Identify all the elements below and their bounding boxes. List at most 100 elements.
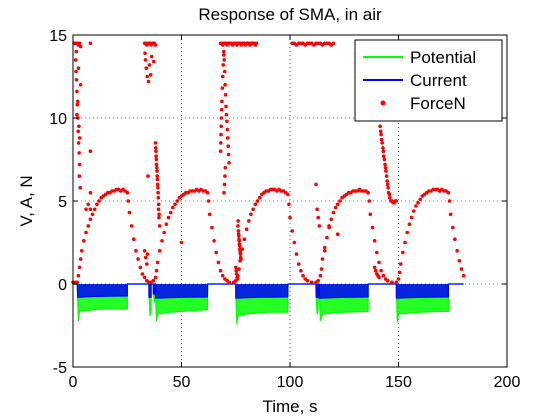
series-forcen-point xyxy=(84,230,88,235)
series-forcen-point xyxy=(158,249,162,253)
series-forcen-point xyxy=(318,273,323,278)
series-forcen-point xyxy=(453,237,457,241)
series-forcen-point xyxy=(86,202,90,207)
series-forcen-point xyxy=(88,41,93,46)
series-forcen-point xyxy=(156,207,161,212)
series-forcen-point xyxy=(305,278,310,283)
series-forcen-point xyxy=(385,179,390,183)
series-forcen-point xyxy=(148,73,153,77)
series-forcen-point xyxy=(288,215,292,220)
series-forcen-point xyxy=(325,235,329,240)
series-forcen-point xyxy=(155,169,159,173)
series-forcen-point xyxy=(222,53,226,57)
series-forcen-point xyxy=(77,162,82,167)
series-forcen-point xyxy=(175,199,179,203)
series-forcen-point xyxy=(219,132,223,137)
series-forcen-point xyxy=(314,182,318,187)
series-forcen-point xyxy=(166,215,171,220)
series-forcen-point xyxy=(156,185,160,190)
series-forcen-point xyxy=(254,41,259,46)
series-forcen-point xyxy=(77,124,81,129)
series-forcen-point xyxy=(77,41,82,46)
series-forcen-point xyxy=(234,268,238,273)
series-forcen-point xyxy=(373,268,378,273)
series-forcen-point xyxy=(236,229,241,233)
series-forcen-point xyxy=(383,162,387,167)
series-forcen-point xyxy=(82,239,86,243)
series-forcen-point xyxy=(75,89,79,94)
series-forcen-point xyxy=(223,93,228,97)
series-forcen-point xyxy=(384,169,388,173)
series-forcen-point xyxy=(86,224,90,228)
x-tick-label: 150 xyxy=(385,374,412,391)
series-forcen-point xyxy=(381,154,386,158)
series-forcen-point xyxy=(155,182,160,187)
series-forcen-point xyxy=(151,59,156,64)
series-forcen-point xyxy=(76,273,81,278)
series-forcen-point xyxy=(226,152,231,157)
series-forcen-point xyxy=(157,212,161,217)
series-forcen-point xyxy=(235,277,240,281)
series-forcen-point xyxy=(142,249,147,253)
series-forcen-point xyxy=(414,204,418,208)
series-forcen-point xyxy=(459,267,464,271)
series-forcen-point xyxy=(218,268,223,273)
series-forcen-point xyxy=(90,212,95,217)
series-forcen-point xyxy=(457,259,462,263)
series-forcen-point xyxy=(77,174,82,178)
series-forcen-point xyxy=(97,199,101,203)
series-forcen-point xyxy=(151,278,156,283)
series-forcen-point xyxy=(79,249,84,253)
series-forcen-point xyxy=(290,229,295,233)
series-forcen-point xyxy=(247,219,251,223)
series-forcen-point xyxy=(219,116,224,120)
series-forcen-point xyxy=(154,157,159,162)
series-forcen-point xyxy=(219,141,223,145)
series-forcen-point xyxy=(322,245,327,250)
x-tick-label: 200 xyxy=(494,374,521,391)
series-forcen-point xyxy=(294,252,299,256)
series-forcen-point xyxy=(227,161,231,165)
series-forcen-point xyxy=(147,63,152,67)
series-forcen-point xyxy=(210,225,214,230)
series-forcen-point xyxy=(225,136,230,140)
series-forcen-point xyxy=(447,199,452,203)
series-forcen-point xyxy=(388,195,392,200)
series-forcen-point xyxy=(157,215,161,220)
series-forcen-point xyxy=(238,250,243,255)
series-forcen-point xyxy=(145,262,149,266)
series-forcen-point xyxy=(205,190,210,195)
legend-label-potential: Potential xyxy=(410,48,476,67)
series-forcen-point xyxy=(418,197,423,202)
series-layer xyxy=(71,41,466,325)
series-forcen-point xyxy=(381,273,386,278)
series-forcen-point xyxy=(154,268,159,273)
series-forcen-point xyxy=(317,224,322,228)
series-forcen-point xyxy=(156,202,161,207)
series-forcen-point xyxy=(380,141,385,145)
series-forcen xyxy=(71,41,466,285)
series-current xyxy=(73,283,464,299)
series-forcen-point xyxy=(224,112,229,117)
series-forcen-point xyxy=(153,275,158,280)
series-forcen-point xyxy=(156,190,160,195)
series-forcen-point xyxy=(149,54,154,59)
series-forcen-point xyxy=(338,199,342,203)
series-forcen-point xyxy=(301,273,305,278)
series-forcen-point xyxy=(384,174,389,178)
series-forcen-point xyxy=(156,195,161,200)
series-forcen-point xyxy=(329,217,334,222)
series-forcen-point xyxy=(134,249,138,253)
series-forcen-point xyxy=(154,154,158,158)
series-forcen-point xyxy=(333,205,338,210)
series-forcen-point xyxy=(144,66,149,70)
series-forcen-point xyxy=(451,225,455,230)
series-forcen-point xyxy=(222,182,227,187)
series-forcen-point xyxy=(153,146,158,150)
series-forcen-point xyxy=(234,265,238,270)
series-forcen-point xyxy=(255,199,260,203)
series-forcen-point xyxy=(76,129,80,134)
series-forcen-point xyxy=(405,230,410,235)
series-forcen-point xyxy=(173,202,177,207)
